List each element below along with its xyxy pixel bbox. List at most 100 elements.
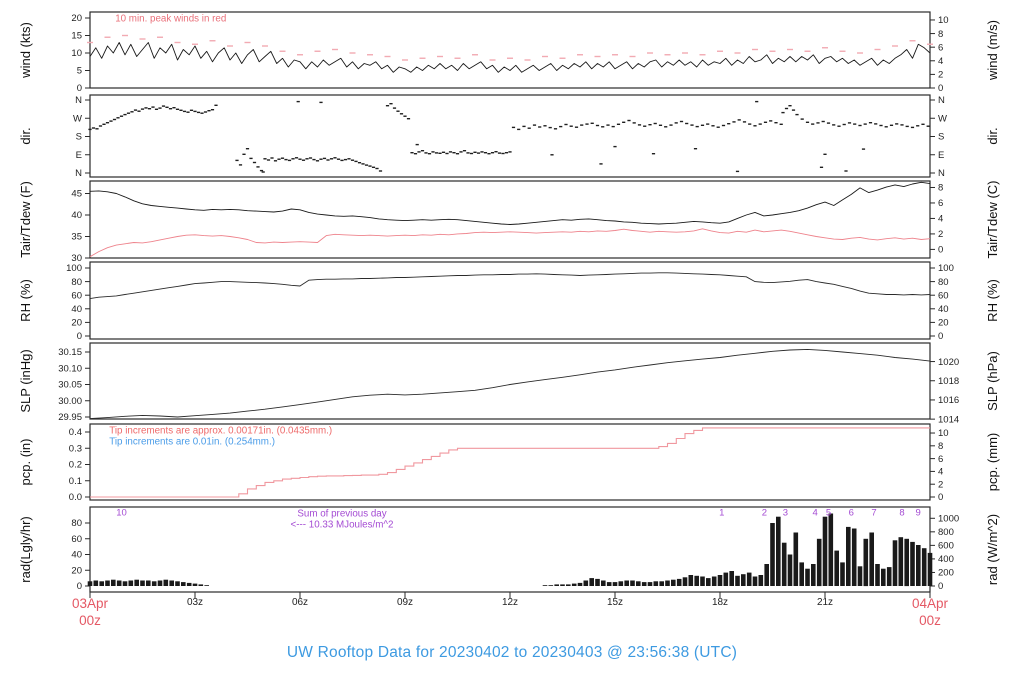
dir-point	[207, 110, 211, 112]
dir-point	[774, 122, 778, 124]
series-slp_inhg	[89, 348, 931, 420]
right-tick-label: 4	[938, 467, 943, 478]
dir-point	[742, 121, 747, 123]
dir-point	[350, 159, 355, 161]
dir-point	[753, 125, 757, 127]
rad-bar	[169, 580, 174, 586]
dir-point	[186, 111, 190, 113]
dir-point	[98, 125, 103, 127]
dir-point	[781, 111, 785, 114]
rad-bar	[571, 583, 577, 586]
right-tick-label: 800	[938, 527, 954, 538]
dir-point	[210, 109, 215, 111]
panel-pcp: 0.0 0.1 0.2 0.3 0.4 0 24 6 8 10 pcp. (in) pcp. (mm)…	[18, 423, 1000, 503]
hour-mark-7: 7	[871, 508, 876, 519]
left-tick-label: 10	[71, 48, 82, 59]
dir-point	[357, 162, 362, 164]
dir-point	[559, 125, 563, 128]
dir-point	[158, 107, 162, 109]
panel-border-slp	[89, 342, 931, 420]
right-tick-label: 4	[938, 214, 943, 225]
rad-bar	[583, 580, 589, 586]
dir-point	[329, 158, 334, 160]
dir-point	[800, 118, 804, 120]
dir-point	[256, 166, 260, 168]
dir-point	[832, 124, 836, 126]
x-date-start-line2: 00z	[79, 613, 101, 628]
dir-point	[648, 124, 652, 126]
dir-point	[403, 115, 407, 117]
dir-point	[685, 122, 689, 125]
chart-title: UW Rooftop Data for 20230402 to 20230403…	[286, 644, 738, 661]
dir-point	[508, 151, 512, 153]
dir-point	[868, 122, 873, 124]
rad-bar	[706, 578, 711, 586]
dir-point	[249, 157, 253, 160]
axis-title-right-rh: RH (%)	[985, 279, 1000, 322]
right-tick-label: W	[938, 113, 947, 124]
axis-title-right-wind: wind (m/s)	[985, 20, 1000, 81]
dir-point	[385, 105, 390, 107]
dir-point	[161, 105, 166, 107]
dir-point	[347, 158, 351, 160]
dir-point	[312, 158, 316, 161]
dir-point	[595, 124, 600, 127]
dir-point	[459, 151, 463, 153]
rad-bar	[846, 526, 851, 586]
right-tick-label: 60	[938, 290, 949, 301]
dir-point	[795, 113, 799, 116]
dir-point	[368, 165, 372, 167]
left-tick-label: 45	[71, 189, 82, 200]
dir-point	[116, 117, 120, 119]
rad-bar	[647, 582, 653, 586]
hour-mark-8: 8	[899, 508, 904, 519]
dir-point	[172, 107, 176, 109]
dir-point	[504, 152, 509, 154]
annotation-pcp-1: Tip increments are approx. 0.00171in. (0…	[109, 426, 332, 437]
left-tick-label: 30.00	[58, 396, 82, 407]
right-tick-label: 1014	[938, 414, 959, 425]
dir-point	[95, 128, 99, 130]
left-tick-label: 0.0	[69, 492, 82, 503]
rad-bar	[111, 579, 116, 586]
rad-bar	[93, 580, 99, 586]
dir-point	[179, 109, 183, 111]
dir-point	[182, 110, 187, 113]
right-tick-label: 10	[938, 15, 949, 26]
left-tick-label: E	[76, 150, 82, 161]
dir-point	[154, 108, 159, 110]
rad-bar	[892, 540, 898, 586]
right-tick-label: 1018	[938, 376, 959, 387]
rad-bar	[717, 575, 723, 586]
rad-bar	[589, 578, 594, 586]
rad-bar	[863, 538, 869, 587]
axis-title-right-rad: rad (W/m^2)	[985, 514, 1000, 585]
dir-point	[322, 157, 327, 160]
rad-bar	[816, 538, 822, 587]
rad-bar	[198, 584, 204, 586]
right-tick-label: 1000	[938, 513, 959, 524]
hour-mark-5: 5	[826, 508, 831, 519]
rad-bar	[560, 584, 565, 586]
rad-bar	[723, 572, 729, 586]
annotation-rad-1: Sum of previous day	[297, 509, 386, 520]
x-tick-label: 03z	[187, 597, 203, 608]
x-tick-label: 18z	[712, 597, 728, 608]
dir-point	[569, 125, 573, 127]
rad-bar	[624, 580, 629, 586]
right-tick-label: E	[938, 150, 944, 161]
dir-point	[842, 123, 846, 126]
dir-point	[343, 158, 348, 161]
rad-bar	[595, 578, 600, 586]
dir-point	[863, 123, 867, 125]
rad-bar	[181, 582, 186, 586]
axis-title-left-pcp: pcp. (in)	[18, 439, 33, 486]
dir-point	[252, 161, 257, 164]
rad-bar	[163, 579, 169, 586]
rad-bar	[910, 541, 915, 586]
right-tick-label: 2	[938, 479, 943, 490]
dir-point	[501, 152, 505, 155]
rad-bar	[688, 575, 694, 586]
dir-point	[147, 108, 152, 110]
